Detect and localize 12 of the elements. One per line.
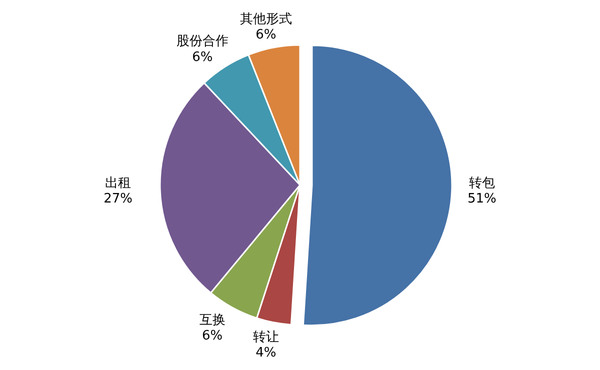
- slice-label: 其他形式: [240, 12, 292, 27]
- data-label: 4%: [256, 346, 276, 361]
- slice-label: 转让: [252, 330, 279, 346]
- data-label: 6%: [192, 50, 213, 65]
- data-label: 27%: [104, 192, 133, 207]
- data-label: 6%: [256, 27, 276, 42]
- data-label: 6%: [202, 328, 223, 344]
- slice-label: 互换: [199, 312, 226, 328]
- data-label: 51%: [467, 192, 496, 207]
- slice-label: 股份合作: [176, 34, 228, 50]
- slice-label: 转包: [468, 176, 495, 192]
- slice-label: 出租: [105, 176, 132, 192]
